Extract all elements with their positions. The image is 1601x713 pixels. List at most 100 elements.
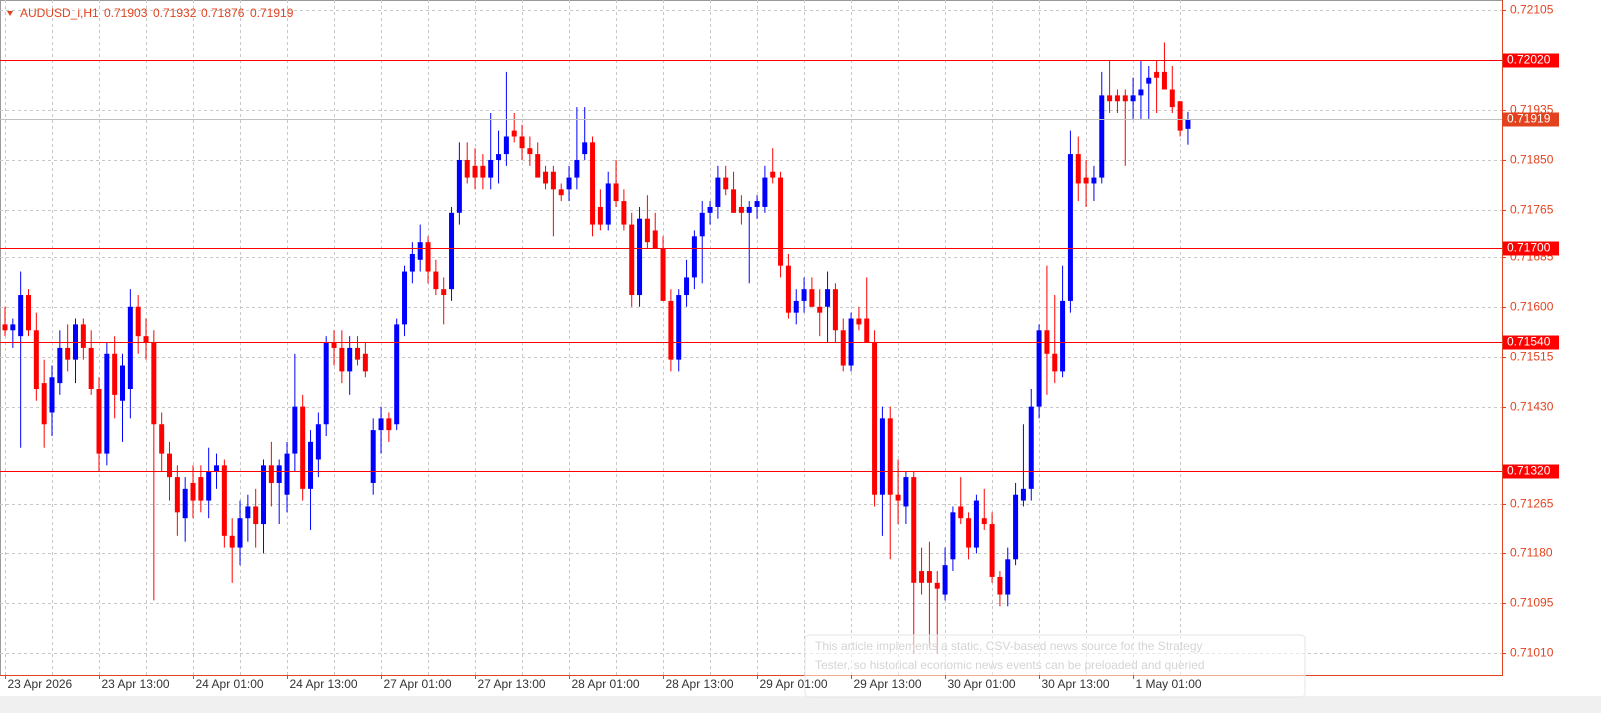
level-label: 0.71540 [1507, 335, 1551, 349]
candle-body [1138, 89, 1144, 96]
candle-body [832, 289, 838, 331]
x-tick-label: 29 Apr 01:00 [760, 677, 828, 691]
candle-body [190, 482, 196, 501]
candle-body [691, 236, 697, 278]
y-tick-label: 0.71430 [1510, 400, 1554, 414]
candle-body [229, 535, 235, 548]
candle-body [684, 277, 690, 296]
candle-body [331, 342, 337, 348]
overlay-text: This article implements a static, CSV-ba… [815, 639, 1203, 653]
candle-body [1099, 95, 1105, 178]
candle-body [245, 506, 251, 519]
candle-body [1107, 95, 1113, 102]
candle-body [652, 230, 658, 249]
candle-body [1052, 353, 1058, 372]
candle-body [715, 177, 721, 207]
candle-body [1177, 101, 1183, 131]
candle-body [237, 518, 243, 548]
candle-body [543, 171, 549, 184]
y-tick-label: 0.71850 [1510, 153, 1554, 167]
candle-body [723, 177, 729, 190]
level-label-box [1503, 464, 1559, 479]
candle-body [762, 177, 768, 207]
x-tick-label: 1 May 01:00 [1136, 677, 1202, 691]
candle-body [731, 189, 737, 213]
candle-body [104, 353, 110, 454]
x-tick-label: 23 Apr 2026 [8, 677, 73, 691]
ohlc-close: 0.71919 [250, 6, 294, 20]
candle-body [315, 424, 321, 460]
candle-body [966, 518, 972, 548]
candle-body [676, 295, 682, 360]
x-tick-label: 23 Apr 13:00 [102, 677, 170, 691]
candle-body [143, 336, 149, 343]
candle-body [496, 154, 502, 160]
x-tick-label: 29 Apr 13:00 [854, 677, 922, 691]
y-tick-label: 0.71765 [1510, 203, 1554, 217]
candle-body [872, 342, 878, 495]
candle-body [1013, 494, 1019, 560]
candle-body [950, 512, 956, 560]
candle-body [1075, 154, 1081, 184]
candle-body [284, 453, 290, 495]
candle-body [174, 477, 180, 513]
ohlc-low: 0.71876 [201, 6, 245, 20]
candle-body [958, 506, 964, 519]
candle-body [1161, 71, 1167, 90]
candle-body [934, 582, 940, 589]
candle-body [394, 324, 400, 425]
y-tick-label: 0.71600 [1510, 300, 1554, 314]
candle-body [1067, 154, 1073, 301]
candle-body [221, 465, 227, 536]
candle-body [1028, 406, 1034, 489]
tooltip-overlay [804, 634, 1306, 698]
candle-body [1114, 95, 1120, 102]
price-label: 0.71919 [1507, 112, 1551, 126]
y-tick-label: 0.72105 [1510, 3, 1554, 17]
candle-body [276, 465, 282, 483]
candle-body [480, 165, 486, 178]
candle-body [919, 571, 925, 583]
candle-body [347, 347, 353, 372]
candle-body [417, 242, 423, 260]
chart-title: AUDUSD_i,H1 [20, 6, 99, 20]
candle-body [10, 324, 16, 331]
y-tick-label: 0.71265 [1510, 497, 1554, 511]
candles [0, 42, 1502, 654]
candle-body [1083, 177, 1089, 184]
candle-body [574, 159, 580, 178]
labels: AUDUSD_i,H1 0.71903 0.71932 0.71876 0.71… [5, 3, 1559, 698]
candle-body [825, 289, 831, 307]
candle-body [425, 242, 431, 272]
symbol-menu-arrow[interactable] [7, 11, 13, 16]
candle-body [33, 330, 39, 390]
candle-body [668, 300, 674, 360]
x-tick-label: 30 Apr 01:00 [948, 677, 1016, 691]
candle-body [746, 206, 752, 213]
candle-body [96, 389, 102, 454]
x-tick-label: 27 Apr 13:00 [478, 677, 546, 691]
candle-body [1146, 77, 1152, 84]
candle-body [378, 418, 384, 431]
candle-body [472, 165, 478, 178]
candle-body [339, 347, 345, 372]
candle-body [261, 465, 267, 525]
candle-body [300, 406, 306, 489]
candle-body [558, 189, 564, 196]
candle-body [214, 465, 220, 472]
level-label-box [1503, 335, 1559, 350]
candle-body [49, 377, 55, 413]
candle-body [1060, 300, 1066, 372]
candle-body [1020, 488, 1026, 501]
candle-body [433, 271, 439, 290]
candle-body [582, 142, 588, 155]
candle-body [80, 324, 86, 348]
candle-body [88, 347, 94, 390]
candle-body [151, 342, 157, 425]
x-tick-label: 27 Apr 01:00 [384, 677, 452, 691]
level-label: 0.71700 [1507, 241, 1551, 255]
candle-body [644, 218, 650, 243]
candle-body [449, 212, 455, 290]
candle-body [926, 571, 932, 583]
